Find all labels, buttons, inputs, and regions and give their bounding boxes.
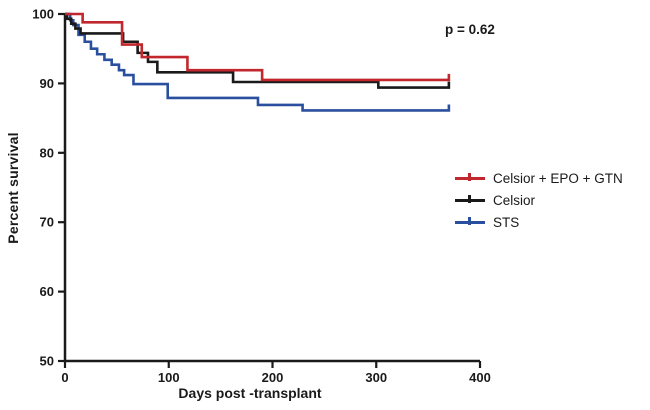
x-axis-label: Days post -transplant (178, 385, 322, 401)
y-axis-tick-label: 50 (40, 354, 54, 369)
legend-label: Celsior (493, 192, 536, 208)
x-axis-tick-label: 300 (365, 370, 387, 385)
x-axis-tick-label: 0 (61, 370, 68, 385)
x-axis-tick-label: 200 (262, 370, 284, 385)
legend: Celsior + EPO + GTN Celsior STS (455, 167, 623, 233)
y-axis-tick-label: 100 (32, 7, 54, 22)
legend-censor-line-icon (455, 194, 485, 206)
legend-censor-line-icon (455, 216, 485, 228)
survival-curve-sts (65, 12, 451, 112)
y-axis-tick-label: 60 (40, 284, 54, 299)
survival-curve-celsior-epo-gtn (65, 12, 451, 82)
y-axis-label: Percent survival (5, 132, 21, 244)
y-axis-tick-label: 70 (40, 215, 54, 230)
legend-item-celsior-epo-gtn: Celsior + EPO + GTN (455, 167, 623, 189)
x-axis-tick-label: 100 (158, 370, 180, 385)
legend-label: STS (493, 214, 520, 230)
y-axis-tick-label: 90 (40, 76, 54, 91)
legend-item-sts: STS (455, 211, 623, 233)
legend-censor-line-icon (455, 172, 485, 184)
p-value-annotation: p = 0.62 (445, 22, 495, 37)
axis-spines (63, 14, 480, 363)
legend-item-celsior: Celsior (455, 189, 623, 211)
legend-label: Celsior + EPO + GTN (493, 170, 623, 186)
x-axis-tick-label: 400 (469, 370, 491, 385)
survival-curve-celsior (65, 12, 451, 89)
y-axis-tick-label: 80 (40, 145, 54, 160)
